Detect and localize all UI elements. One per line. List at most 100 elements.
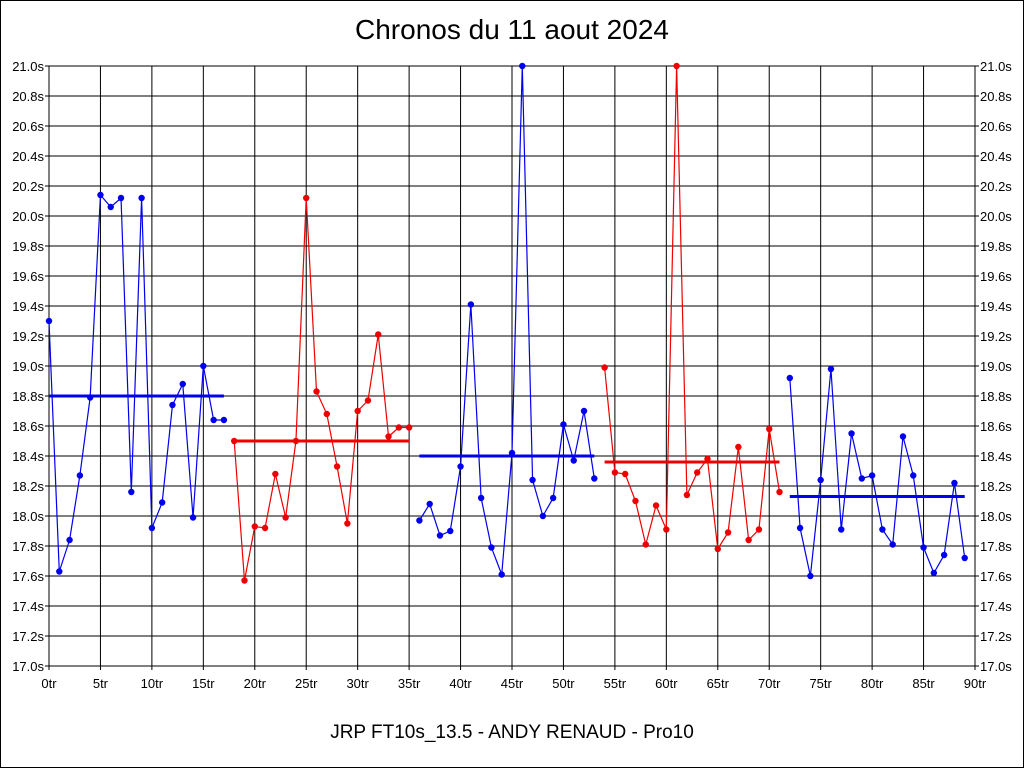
data-point — [66, 536, 73, 544]
data-point — [128, 488, 135, 496]
x-tick-label: 25tr — [295, 676, 318, 691]
data-point — [961, 554, 968, 562]
data-point — [601, 364, 608, 371]
y-tick-label-right: 17.6s — [980, 569, 1012, 584]
y-tick-label-left: 18.6s — [12, 419, 44, 434]
x-tick-label: 80tr — [861, 676, 884, 691]
series-line — [48, 193, 224, 572]
data-point — [251, 523, 258, 530]
y-tick-label-right: 18.4s — [980, 449, 1012, 464]
data-point — [138, 194, 145, 202]
data-point — [621, 470, 629, 478]
data-point — [76, 472, 84, 479]
y-tick-label-left: 17.2s — [12, 629, 44, 644]
y-tick-label-right: 17.4s — [980, 599, 1012, 614]
data-point — [755, 526, 763, 533]
y-tick-label-left: 20.8s — [12, 89, 44, 104]
data-point — [786, 374, 793, 382]
data-point — [395, 424, 403, 431]
data-point — [467, 301, 475, 308]
y-tick-label-left: 21.0s — [12, 59, 44, 74]
data-point — [148, 524, 156, 532]
data-point — [179, 380, 186, 388]
data-point — [529, 476, 536, 484]
data-point — [405, 424, 413, 431]
y-tick-label-right: 19.8s — [980, 239, 1012, 254]
data-point — [117, 194, 125, 202]
y-tick-label-left: 19.0s — [12, 359, 44, 374]
data-point — [313, 388, 320, 395]
data-point — [519, 62, 526, 70]
chart-subtitle: JRP FT10s_13.5 - ANDY RENAUD - Pro10 — [330, 722, 694, 743]
data-point — [549, 494, 557, 502]
data-point — [796, 524, 804, 532]
y-tick-label-left: 20.6s — [12, 119, 44, 134]
data-point — [282, 514, 289, 521]
data-point — [385, 433, 392, 440]
data-point — [642, 541, 649, 548]
x-tick-label: 10tr — [141, 676, 164, 691]
y-tick-label-right: 21.0s — [980, 59, 1012, 74]
data-point — [241, 577, 248, 584]
y-tick-label-left: 19.4s — [12, 299, 44, 314]
y-tick-label-right: 19.0s — [980, 359, 1012, 374]
y-tick-label-left: 18.4s — [12, 449, 44, 464]
data-point — [591, 475, 598, 482]
data-point — [261, 524, 269, 532]
data-point — [107, 203, 114, 211]
y-tick-label-right: 20.0s — [980, 209, 1012, 224]
x-tick-label: 40tr — [449, 676, 472, 691]
data-point — [807, 572, 814, 580]
y-tick-label-right: 20.4s — [980, 149, 1012, 164]
data-point — [858, 475, 866, 482]
y-tick-label-right: 20.6s — [980, 119, 1012, 134]
data-point — [663, 526, 670, 533]
y-tick-label-left: 17.6s — [12, 569, 44, 584]
x-tick-label: 65tr — [707, 676, 730, 691]
data-point — [714, 545, 721, 553]
data-point — [231, 437, 238, 445]
data-point — [848, 430, 855, 437]
data-point — [735, 443, 742, 451]
data-point — [889, 541, 896, 548]
x-tick-label: 60tr — [655, 676, 678, 691]
x-tick-label: 90tr — [964, 676, 987, 691]
data-point — [766, 425, 773, 433]
data-point — [303, 194, 310, 202]
data-point — [652, 502, 660, 509]
data-point — [920, 544, 927, 551]
data-point — [673, 62, 680, 70]
x-tick-label: 20tr — [244, 676, 267, 691]
data-point — [930, 569, 938, 577]
data-point — [488, 544, 495, 551]
data-point — [189, 514, 197, 521]
data-point — [56, 568, 63, 575]
x-tick-label: 15tr — [192, 676, 215, 691]
y-tick-label-left: 19.8s — [12, 239, 44, 254]
x-tick-label: 70tr — [758, 676, 781, 691]
x-tick-label: 85tr — [912, 676, 935, 691]
y-tick-label-left: 17.4s — [12, 599, 44, 614]
y-tick-label-right: 18.8s — [980, 389, 1012, 404]
data-point — [364, 397, 372, 404]
data-point — [704, 455, 711, 463]
y-tick-label-left: 18.2s — [12, 479, 44, 494]
data-point — [868, 472, 876, 479]
data-point — [416, 517, 423, 524]
data-point — [45, 317, 53, 325]
data-point — [694, 469, 701, 476]
y-tick-label-right: 20.2s — [980, 179, 1012, 194]
data-point — [436, 532, 444, 539]
data-point — [477, 494, 485, 502]
data-point — [951, 479, 958, 487]
data-point — [940, 551, 948, 559]
data-point — [210, 416, 217, 424]
data-point — [292, 437, 300, 445]
y-tick-label-left: 18.0s — [12, 509, 44, 524]
data-point — [375, 331, 382, 338]
data-point — [560, 421, 567, 428]
data-point — [611, 469, 619, 476]
data-point — [817, 476, 824, 484]
y-tick-label-right: 17.0s — [980, 659, 1012, 674]
